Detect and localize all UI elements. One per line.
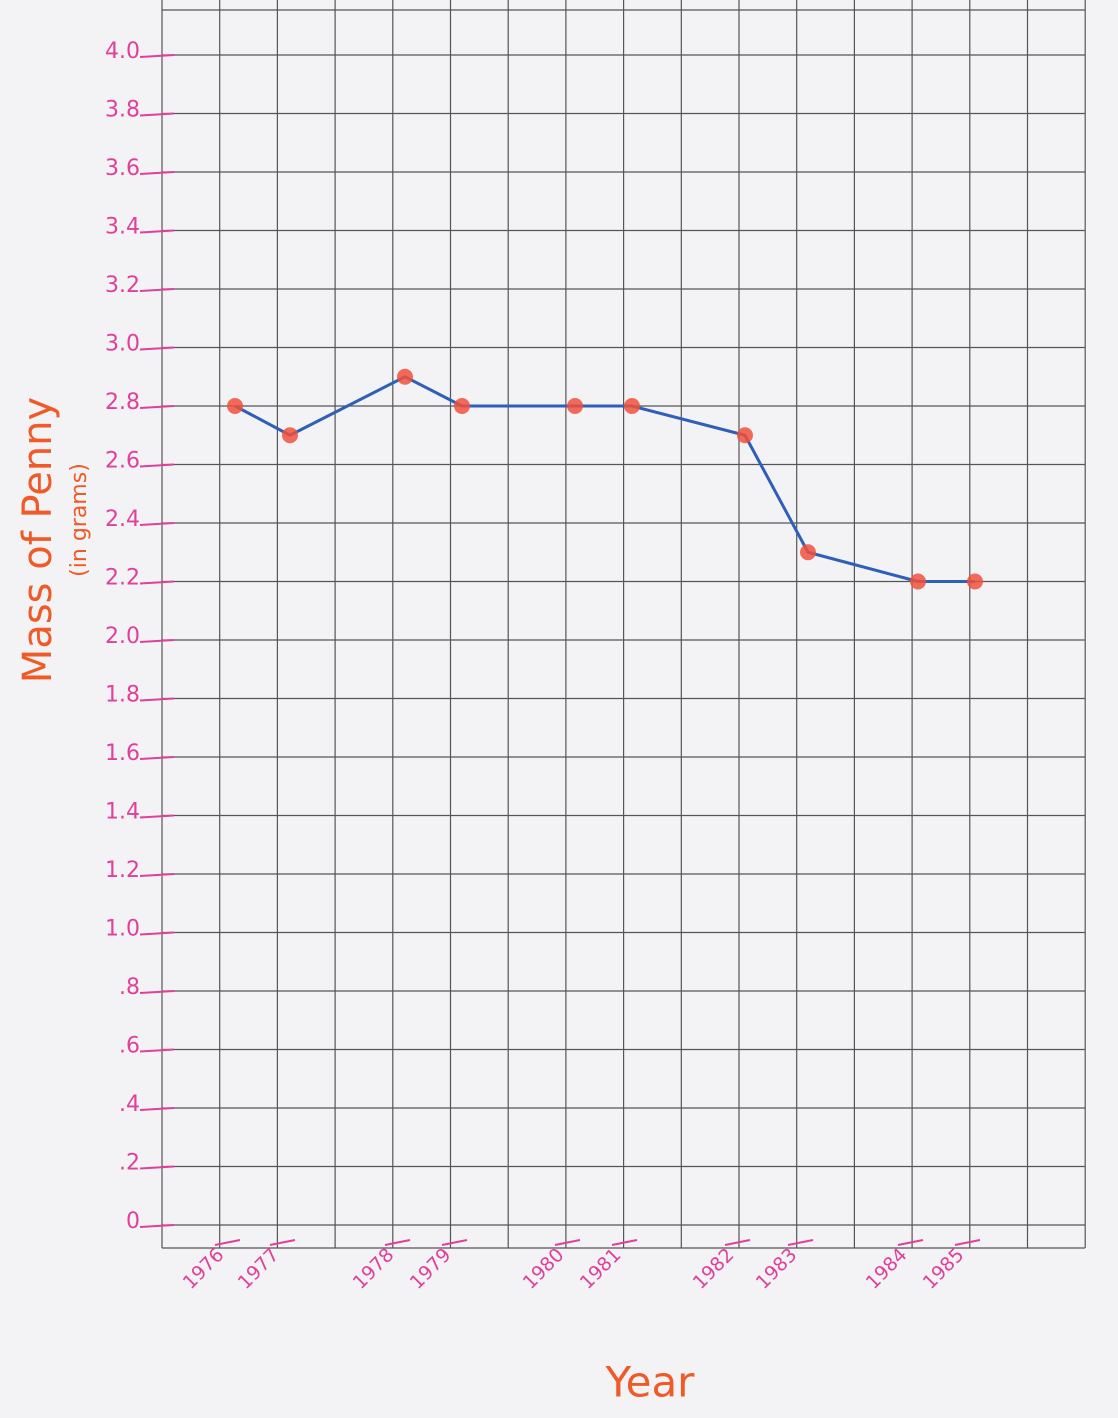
data-point [624,398,640,414]
y-tick-label: 2.0 [105,624,140,649]
y-tick-label: 3.0 [105,332,140,357]
y-tick-label: .4 [119,1092,140,1117]
y-tick-label: 1.0 [105,917,140,942]
page: {"chart_data": { "type": "line", "y_labe… [0,0,1118,1418]
y-tick-label: .8 [119,975,140,1000]
data-point [567,398,583,414]
chart: Mass of Penny (in grams) Year 0 .2 .4 .6 .8 1… [0,0,1118,1418]
y-tick-label: 4.0 [105,39,140,64]
y-tick-label: 1.4 [105,800,140,825]
data-point [910,574,926,590]
y-tick-label: 2.4 [105,507,140,532]
y-tick-label: 0 [126,1209,140,1234]
data-point [227,398,243,414]
data-point [800,544,816,560]
y-tick-label: 1.8 [105,683,140,708]
data-point [967,574,983,590]
y-tick-label: 3.4 [105,215,140,240]
y-axis-title: Mass of Penny [15,397,61,683]
paper [0,0,1118,1418]
y-tick-label: 2.2 [105,566,140,591]
y-tick-label: 2.8 [105,390,140,415]
data-point [454,398,470,414]
y-tick-label: .2 [119,1151,140,1176]
y-axis-subtitle: (in grams) [67,463,92,577]
y-tick-label: .6 [119,1034,140,1059]
data-point [737,427,753,443]
y-tick-label: 3.2 [105,273,140,298]
y-tick-label: 1.6 [105,741,140,766]
data-point [282,427,298,443]
y-tick-label: 3.8 [105,98,140,123]
y-tick-label: 2.6 [105,449,140,474]
x-axis-title: Year [605,1358,696,1407]
data-point [397,369,413,385]
y-tick-label: 1.2 [105,858,140,883]
y-tick-label: 3.6 [105,156,140,181]
